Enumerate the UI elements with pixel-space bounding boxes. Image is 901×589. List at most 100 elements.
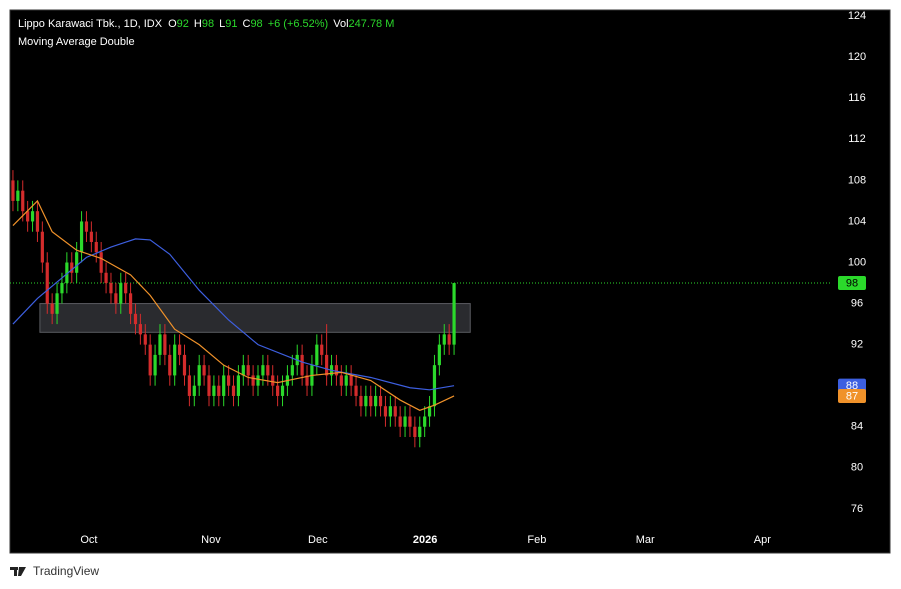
y-tick-label: 92: [851, 339, 863, 351]
candle-body: [187, 375, 191, 396]
price-label-box: [838, 388, 866, 403]
candle-body: [222, 375, 226, 396]
y-tick-label: 108: [848, 174, 866, 186]
candle-body: [413, 426, 417, 438]
candle-body: [94, 241, 98, 253]
candle-body: [104, 272, 108, 284]
brand-logo: [10, 567, 26, 576]
legend-label: H: [194, 18, 202, 30]
candle-body: [197, 365, 201, 386]
y-tick-label: 104: [848, 215, 866, 227]
candle-body: [35, 211, 40, 232]
legend-label: Vol: [333, 18, 348, 30]
candle-body: [89, 231, 93, 242]
candle-body: [300, 354, 304, 376]
candle-body: [158, 334, 162, 355]
x-tick-label: Dec: [308, 534, 328, 546]
candle-body: [124, 283, 128, 294]
zone-rectangle: [39, 303, 471, 333]
x-tick-label: Nov: [201, 534, 221, 546]
plot-area: [10, 170, 830, 448]
candle-body: [378, 395, 383, 407]
candle-body: [65, 262, 69, 284]
candle-body: [133, 313, 138, 325]
candle-body: [280, 385, 285, 396]
candle-body: [418, 426, 422, 438]
candle-body: [256, 375, 260, 386]
candle-body: [276, 385, 280, 396]
candle-body: [369, 395, 373, 407]
candle-body: [315, 344, 319, 366]
y-tick-label: 100: [848, 256, 866, 268]
legend-value: 98: [202, 18, 214, 30]
candle-body: [50, 303, 54, 314]
candle-body: [212, 385, 216, 396]
candle-body: [452, 283, 456, 345]
y-tick-label: 84: [851, 421, 863, 433]
candle-body: [364, 395, 368, 407]
legend-value: 91: [225, 18, 237, 30]
y-tick-label: 116: [848, 92, 866, 104]
candle-body: [388, 406, 392, 417]
candle-body: [30, 211, 35, 222]
candle-body: [359, 395, 363, 407]
candle-body: [163, 334, 167, 355]
candle-body: [290, 365, 294, 376]
legend-label: O: [168, 18, 177, 30]
legend-value: 98: [250, 18, 262, 30]
candle-body: [26, 211, 30, 222]
candle-body: [168, 354, 172, 376]
x-tick-label: 2026: [413, 534, 437, 546]
candle-body: [236, 375, 241, 396]
x-tick-label: Apr: [754, 534, 771, 546]
candle-body: [231, 385, 236, 396]
candle-body: [217, 385, 221, 396]
candle-body: [138, 324, 142, 335]
candle-body: [432, 365, 437, 407]
candle-body: [325, 354, 329, 376]
price-label: 87: [846, 390, 858, 402]
y-tick-label: 120: [848, 51, 866, 63]
candle-body: [241, 365, 245, 376]
candle-body: [79, 221, 84, 253]
candle-body: [173, 344, 177, 376]
moving-average-line: [12, 238, 455, 391]
legend-label: C: [242, 18, 250, 30]
legend-change: +6 (+6.52%): [268, 18, 329, 30]
candle-body: [84, 221, 89, 232]
candle-body: [40, 231, 44, 263]
x-tick-label: Feb: [527, 534, 546, 546]
legend-label: L: [219, 18, 225, 30]
candle-body: [442, 334, 446, 345]
candle-body: [119, 283, 123, 304]
candle-body: [45, 262, 49, 304]
moving-average-line: [12, 199, 455, 411]
brand-name: TradingView: [33, 564, 99, 578]
candle-body: [192, 385, 196, 396]
legend-value: 92: [177, 18, 189, 30]
y-tick-label: 80: [851, 462, 863, 474]
indicator-title: Moving Average Double: [18, 36, 135, 48]
candle-body: [305, 375, 309, 386]
x-tick-label: Mar: [636, 534, 655, 546]
candle-body: [246, 365, 250, 376]
candle-body: [398, 416, 402, 427]
candle-body: [393, 406, 397, 417]
candle-body: [423, 416, 427, 427]
candle-body: [261, 365, 265, 376]
candle-body: [75, 252, 79, 273]
candle-body: [202, 365, 206, 376]
chart-legend: Lippo Karawaci Tbk., 1D, IDX O92 H98 L91 C98…: [18, 18, 394, 30]
candle-body: [114, 293, 118, 304]
candle-body: [349, 375, 353, 386]
y-tick-label: 76: [851, 503, 863, 515]
candle-body: [383, 406, 388, 417]
candle-body: [271, 375, 275, 386]
candle-body: [177, 344, 182, 355]
y-tick-label: 112: [848, 133, 866, 145]
legend-value: 247.78 M: [349, 18, 395, 30]
candle-body: [128, 293, 133, 314]
candle-body: [374, 395, 378, 407]
candle-body: [320, 344, 324, 355]
